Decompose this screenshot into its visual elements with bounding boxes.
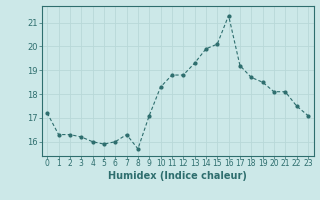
X-axis label: Humidex (Indice chaleur): Humidex (Indice chaleur)	[108, 171, 247, 181]
